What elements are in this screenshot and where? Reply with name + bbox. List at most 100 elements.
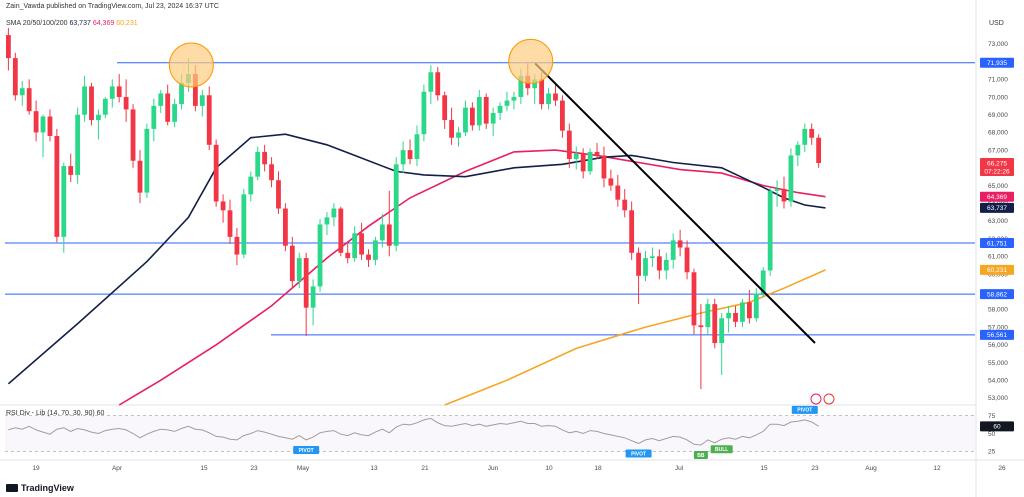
- candle-body[interactable]: [705, 304, 711, 328]
- candle-body[interactable]: [276, 180, 281, 209]
- candle-body[interactable]: [663, 259, 669, 271]
- candle-body[interactable]: [719, 318, 725, 344]
- candle-body[interactable]: [809, 128, 815, 138]
- candle-body[interactable]: [456, 132, 461, 138]
- candle-body[interactable]: [421, 91, 427, 135]
- candle-body[interactable]: [386, 224, 392, 246]
- candle-body[interactable]: [560, 100, 565, 131]
- candle-body[interactable]: [310, 286, 316, 308]
- candle-body[interactable]: [587, 151, 593, 172]
- candle-body[interactable]: [116, 86, 122, 98]
- candle-body[interactable]: [213, 144, 219, 202]
- candle-body[interactable]: [760, 270, 766, 294]
- candle-body[interactable]: [643, 258, 648, 276]
- candle-body[interactable]: [816, 137, 822, 163]
- candle-body[interactable]: [33, 111, 39, 133]
- candle-body[interactable]: [179, 82, 184, 105]
- price-tag[interactable]: [980, 264, 1014, 275]
- rsi-legend[interactable]: RSI Div - Lib (14, 70, 30, 90) 60: [6, 410, 105, 417]
- candle-body[interactable]: [698, 325, 704, 328]
- candle-body[interactable]: [650, 256, 655, 259]
- candle-body[interactable]: [532, 79, 538, 89]
- candle-body[interactable]: [241, 194, 247, 255]
- candle-body[interactable]: [483, 97, 489, 124]
- candle-body[interactable]: [158, 93, 164, 106]
- candle-body[interactable]: [366, 254, 371, 260]
- candle-body[interactable]: [379, 224, 385, 241]
- candle-body[interactable]: [435, 72, 441, 96]
- candle-body[interactable]: [670, 240, 676, 260]
- candle-body[interactable]: [373, 240, 378, 260]
- candle-body[interactable]: [400, 150, 406, 165]
- pivot-label[interactable]: [693, 450, 708, 459]
- candle-body[interactable]: [733, 312, 738, 322]
- candle-body[interactable]: [774, 189, 780, 191]
- candle-body[interactable]: [359, 233, 364, 255]
- candle-body[interactable]: [566, 130, 572, 159]
- candle-body[interactable]: [283, 208, 288, 246]
- pivot-label[interactable]: [625, 449, 652, 458]
- candle-body[interactable]: [580, 153, 586, 172]
- candle-body[interactable]: [12, 58, 18, 96]
- candle-body[interactable]: [296, 258, 302, 282]
- candle-body[interactable]: [539, 79, 545, 105]
- candle-body[interactable]: [19, 88, 25, 96]
- event-icon[interactable]: [810, 393, 822, 405]
- candle-body[interactable]: [469, 107, 475, 126]
- candle-body[interactable]: [746, 302, 752, 319]
- candle-body[interactable]: [6, 35, 11, 59]
- price-tag[interactable]: [980, 329, 1014, 340]
- candle-body[interactable]: [82, 86, 87, 115]
- candle-body[interactable]: [442, 95, 448, 121]
- candle-body[interactable]: [227, 210, 233, 237]
- candle-body[interactable]: [781, 189, 787, 202]
- candle-body[interactable]: [96, 114, 101, 121]
- rsi-value-tag[interactable]: [980, 421, 1014, 432]
- price-tag[interactable]: [980, 202, 1014, 213]
- candle-body[interactable]: [601, 155, 607, 179]
- candle-body[interactable]: [352, 233, 358, 259]
- candle-body[interactable]: [788, 155, 794, 202]
- candle-body[interactable]: [677, 240, 683, 248]
- candle-body[interactable]: [726, 312, 731, 319]
- candle-body[interactable]: [546, 93, 551, 105]
- candle-body[interactable]: [802, 128, 808, 145]
- candle-body[interactable]: [331, 208, 337, 218]
- candle-body[interactable]: [608, 178, 614, 186]
- candle-body[interactable]: [123, 97, 129, 110]
- trendline[interactable]: [534, 62, 816, 344]
- candle-body[interactable]: [407, 150, 413, 159]
- candle-body[interactable]: [740, 302, 745, 322]
- candle-body[interactable]: [449, 120, 454, 138]
- sma-red-line[interactable]: [118, 149, 826, 406]
- candle-body[interactable]: [622, 199, 628, 211]
- candle-body[interactable]: [504, 100, 510, 106]
- candle-body[interactable]: [206, 95, 212, 145]
- tradingview-logo[interactable]: TradingView: [6, 483, 74, 493]
- candle-body[interactable]: [144, 128, 150, 193]
- candle-body[interactable]: [414, 134, 420, 159]
- pivot-label[interactable]: [293, 445, 320, 454]
- candle-body[interactable]: [712, 304, 718, 344]
- candle-body[interactable]: [102, 98, 108, 115]
- candle-body[interactable]: [795, 144, 801, 156]
- candle-body[interactable]: [151, 105, 157, 129]
- sma-orange-line[interactable]: [444, 269, 826, 406]
- candle-body[interactable]: [573, 153, 579, 159]
- candle-body[interactable]: [220, 201, 226, 211]
- price-tag[interactable]: [980, 57, 1014, 68]
- candle-body[interactable]: [497, 105, 503, 113]
- candle-body[interactable]: [199, 95, 205, 106]
- candle-body[interactable]: [656, 256, 662, 271]
- candle-body[interactable]: [428, 72, 434, 92]
- flag-icon[interactable]: [823, 393, 835, 405]
- candle-body[interactable]: [767, 190, 773, 271]
- sma-dark-line[interactable]: [7, 133, 826, 385]
- candle-body[interactable]: [753, 293, 759, 319]
- candle-body[interactable]: [269, 164, 274, 181]
- candle-body[interactable]: [691, 272, 697, 326]
- candle-body[interactable]: [338, 208, 344, 253]
- candle-body[interactable]: [192, 74, 198, 106]
- highlight-circle[interactable]: [168, 42, 214, 88]
- candle-body[interactable]: [317, 224, 323, 287]
